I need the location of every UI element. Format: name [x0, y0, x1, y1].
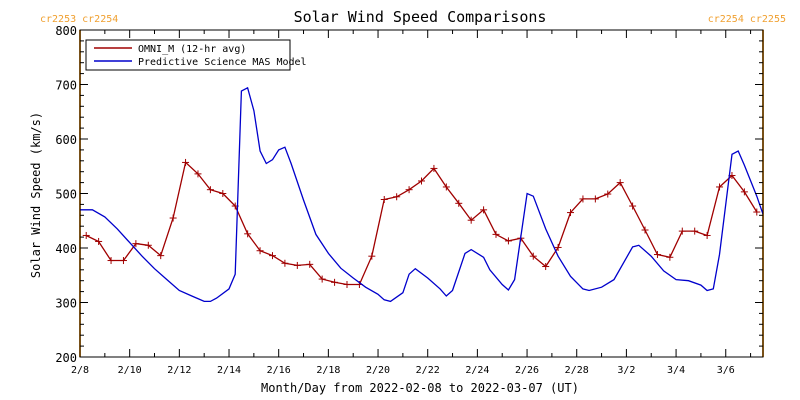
y-tick-label: 300 — [55, 297, 77, 311]
data-point-omni — [169, 214, 177, 222]
data-point-omni — [691, 227, 699, 235]
data-point-omni — [467, 216, 475, 224]
data-point-omni — [405, 186, 413, 194]
x-tick-label: 3/6 — [717, 365, 735, 376]
data-point-omni — [256, 247, 264, 255]
x-tick-label: 2/22 — [416, 365, 440, 376]
x-tick-label: 2/16 — [267, 365, 291, 376]
data-point-omni — [641, 226, 649, 234]
data-point-omni — [455, 199, 463, 207]
data-point-omni — [542, 263, 550, 271]
data-point-omni — [616, 179, 624, 187]
x-tick-label: 2/28 — [565, 365, 589, 376]
legend: OMNI_M (12-hr avg) Predictive Science MA… — [85, 39, 307, 71]
x-tick-label: 2/26 — [515, 365, 539, 376]
data-point-omni — [430, 164, 438, 172]
series-layer — [80, 86, 764, 303]
y-tick-label: 700 — [55, 79, 77, 93]
plot-frame — [79, 29, 764, 358]
data-point-omni — [157, 252, 165, 260]
legend-label-model: Predictive Science MAS Model — [138, 57, 307, 68]
data-point-omni — [343, 281, 351, 289]
y-tick-label: 400 — [55, 242, 77, 256]
chart-title: Solar Wind Speed Comparisons — [294, 8, 547, 26]
data-point-omni — [554, 243, 562, 251]
x-tick-label: 2/14 — [217, 365, 241, 376]
y-tick-label: 500 — [55, 188, 77, 202]
data-point-omni — [666, 253, 674, 261]
y-axis-label: Solar Wind Speed (km/s) — [29, 112, 43, 278]
data-point-omni — [442, 183, 450, 191]
x-tick-label: 3/2 — [617, 365, 635, 376]
data-point-omni — [604, 190, 612, 198]
data-point-omni — [306, 260, 314, 268]
x-axis: 2/8 2/10 2/12 2/14 2/16 2/18 2/20 2/22 2/24 2/26 2… — [71, 30, 752, 376]
data-point-omni — [219, 190, 227, 197]
data-point-omni — [740, 188, 748, 196]
data-point-omni — [567, 209, 575, 217]
data-point-omni — [579, 195, 587, 203]
data-point-omni — [703, 231, 711, 239]
x-tick-label: 2/8 — [71, 365, 89, 376]
series-line-model — [80, 86, 764, 303]
data-point-omni — [318, 275, 326, 283]
data-point-omni — [281, 259, 289, 267]
x-tick-label: 2/18 — [316, 365, 340, 376]
data-point-omni — [653, 251, 661, 259]
data-point-omni — [678, 227, 686, 235]
data-point-omni — [182, 158, 190, 166]
data-point-omni — [529, 252, 537, 260]
corner-label-right: cr2254 cr2255 — [708, 14, 786, 25]
data-point-omni — [504, 237, 512, 245]
x-axis-label: Month/Day from 2022-02-08 to 2022-03-07 … — [261, 381, 579, 395]
data-point-omni — [331, 278, 339, 286]
data-point-omni — [629, 202, 637, 210]
data-point-omni — [293, 261, 301, 269]
y-tick-label: 600 — [55, 133, 77, 147]
y-tick-label: 800 — [55, 24, 77, 38]
x-tick-label: 2/20 — [366, 365, 390, 376]
data-point-omni — [206, 186, 214, 194]
x-tick-label: 2/10 — [118, 365, 142, 376]
data-point-omni — [492, 230, 500, 238]
data-point-omni — [107, 257, 115, 265]
data-point-omni — [368, 252, 376, 260]
data-point-omni — [268, 252, 276, 260]
data-point-omni — [144, 241, 152, 249]
carrington-boundaries — [79, 30, 764, 357]
x-tick-label: 3/4 — [667, 365, 685, 376]
data-point-omni — [716, 183, 724, 191]
data-point-omni — [132, 240, 140, 248]
corner-label-left: cr2253 cr2254 — [40, 14, 118, 25]
data-point-omni — [753, 208, 761, 216]
data-point-omni — [418, 177, 425, 185]
data-point-omni — [82, 231, 90, 239]
data-point-omni — [480, 206, 488, 214]
x-tick-label: 2/12 — [167, 365, 191, 376]
data-point-omni — [95, 237, 103, 245]
data-point-omni — [194, 170, 202, 178]
data-point-omni — [393, 193, 401, 201]
y-tick-label: 200 — [55, 351, 77, 365]
data-point-omni — [119, 257, 127, 265]
data-point-omni — [591, 195, 599, 203]
y-axis: 200 300 400 500 600 700 800 — [55, 24, 763, 365]
legend-label-omni: OMNI_M (12-hr avg) — [138, 44, 246, 55]
legend-box — [85, 39, 291, 71]
data-point-omni — [380, 195, 388, 203]
x-tick-label: 2/24 — [465, 365, 489, 376]
data-point-omni — [244, 230, 252, 238]
